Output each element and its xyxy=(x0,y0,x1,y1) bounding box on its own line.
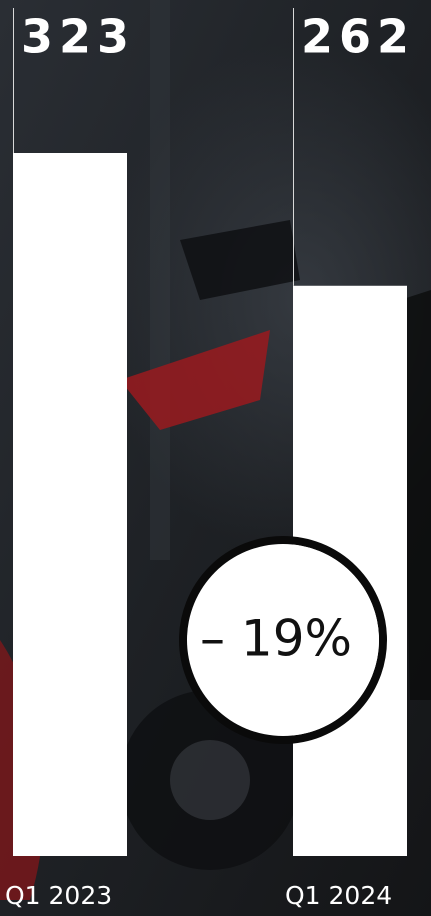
value-label: 262 xyxy=(301,10,415,64)
chart: 323 Q1 2023 262 Q1 2024 – 19% xyxy=(0,0,431,916)
x-tick-label: Q1 2023 xyxy=(5,881,112,910)
change-badge: – 19% xyxy=(183,540,383,740)
bar xyxy=(13,153,127,856)
annotation: – 19% xyxy=(200,610,352,668)
x-tick-label: Q1 2024 xyxy=(285,881,392,910)
value-label: 323 xyxy=(21,10,135,64)
